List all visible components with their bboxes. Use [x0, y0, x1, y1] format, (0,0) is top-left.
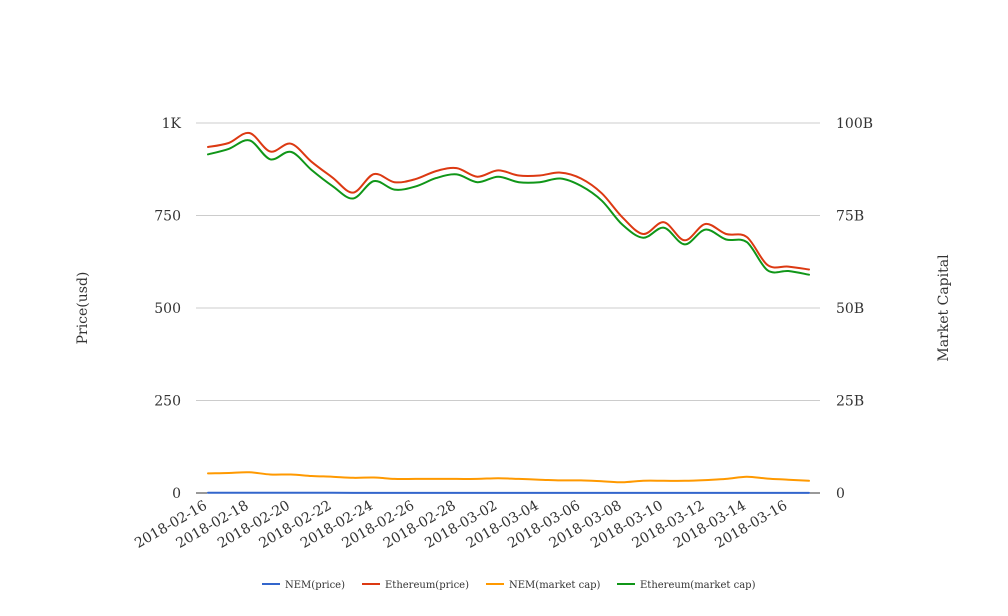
right-tick-label: 100B: [836, 116, 873, 132]
left-tick-label: 250: [154, 394, 181, 410]
right-tick-label: 50B: [836, 301, 864, 317]
series-lines: [207, 131, 810, 494]
right-tick-label: 0: [836, 486, 845, 502]
legend: NEM(price) Ethereum(price) NEM(market cap)…: [262, 580, 756, 591]
left-axis-title: Price(usd): [75, 272, 91, 345]
left-tick-label: 1K: [162, 116, 182, 132]
series-line-2: [207, 471, 810, 484]
left-tick-label: 500: [154, 301, 181, 317]
legend-label: Ethereum(market cap): [640, 580, 756, 591]
right-axis-title: Market Capital: [936, 254, 952, 362]
left-tick-label: 0: [172, 486, 181, 502]
left-tick-label: 750: [154, 209, 181, 225]
left-axis-ticks: 0 250 500 750 1K: [154, 116, 181, 502]
legend-label: NEM(market cap): [509, 580, 601, 591]
series-line-3: [207, 139, 810, 276]
right-tick-label: 25B: [836, 394, 864, 410]
series-line-1: [207, 131, 810, 271]
legend-label: NEM(price): [285, 580, 345, 591]
right-axis-ticks: 0 25B 50B 75B 100B: [836, 116, 873, 502]
right-tick-label: 75B: [836, 209, 864, 225]
legend-label: Ethereum(price): [385, 580, 469, 591]
x-axis-ticks: 2018-02-162018-02-182018-02-202018-02-22…: [132, 498, 790, 552]
